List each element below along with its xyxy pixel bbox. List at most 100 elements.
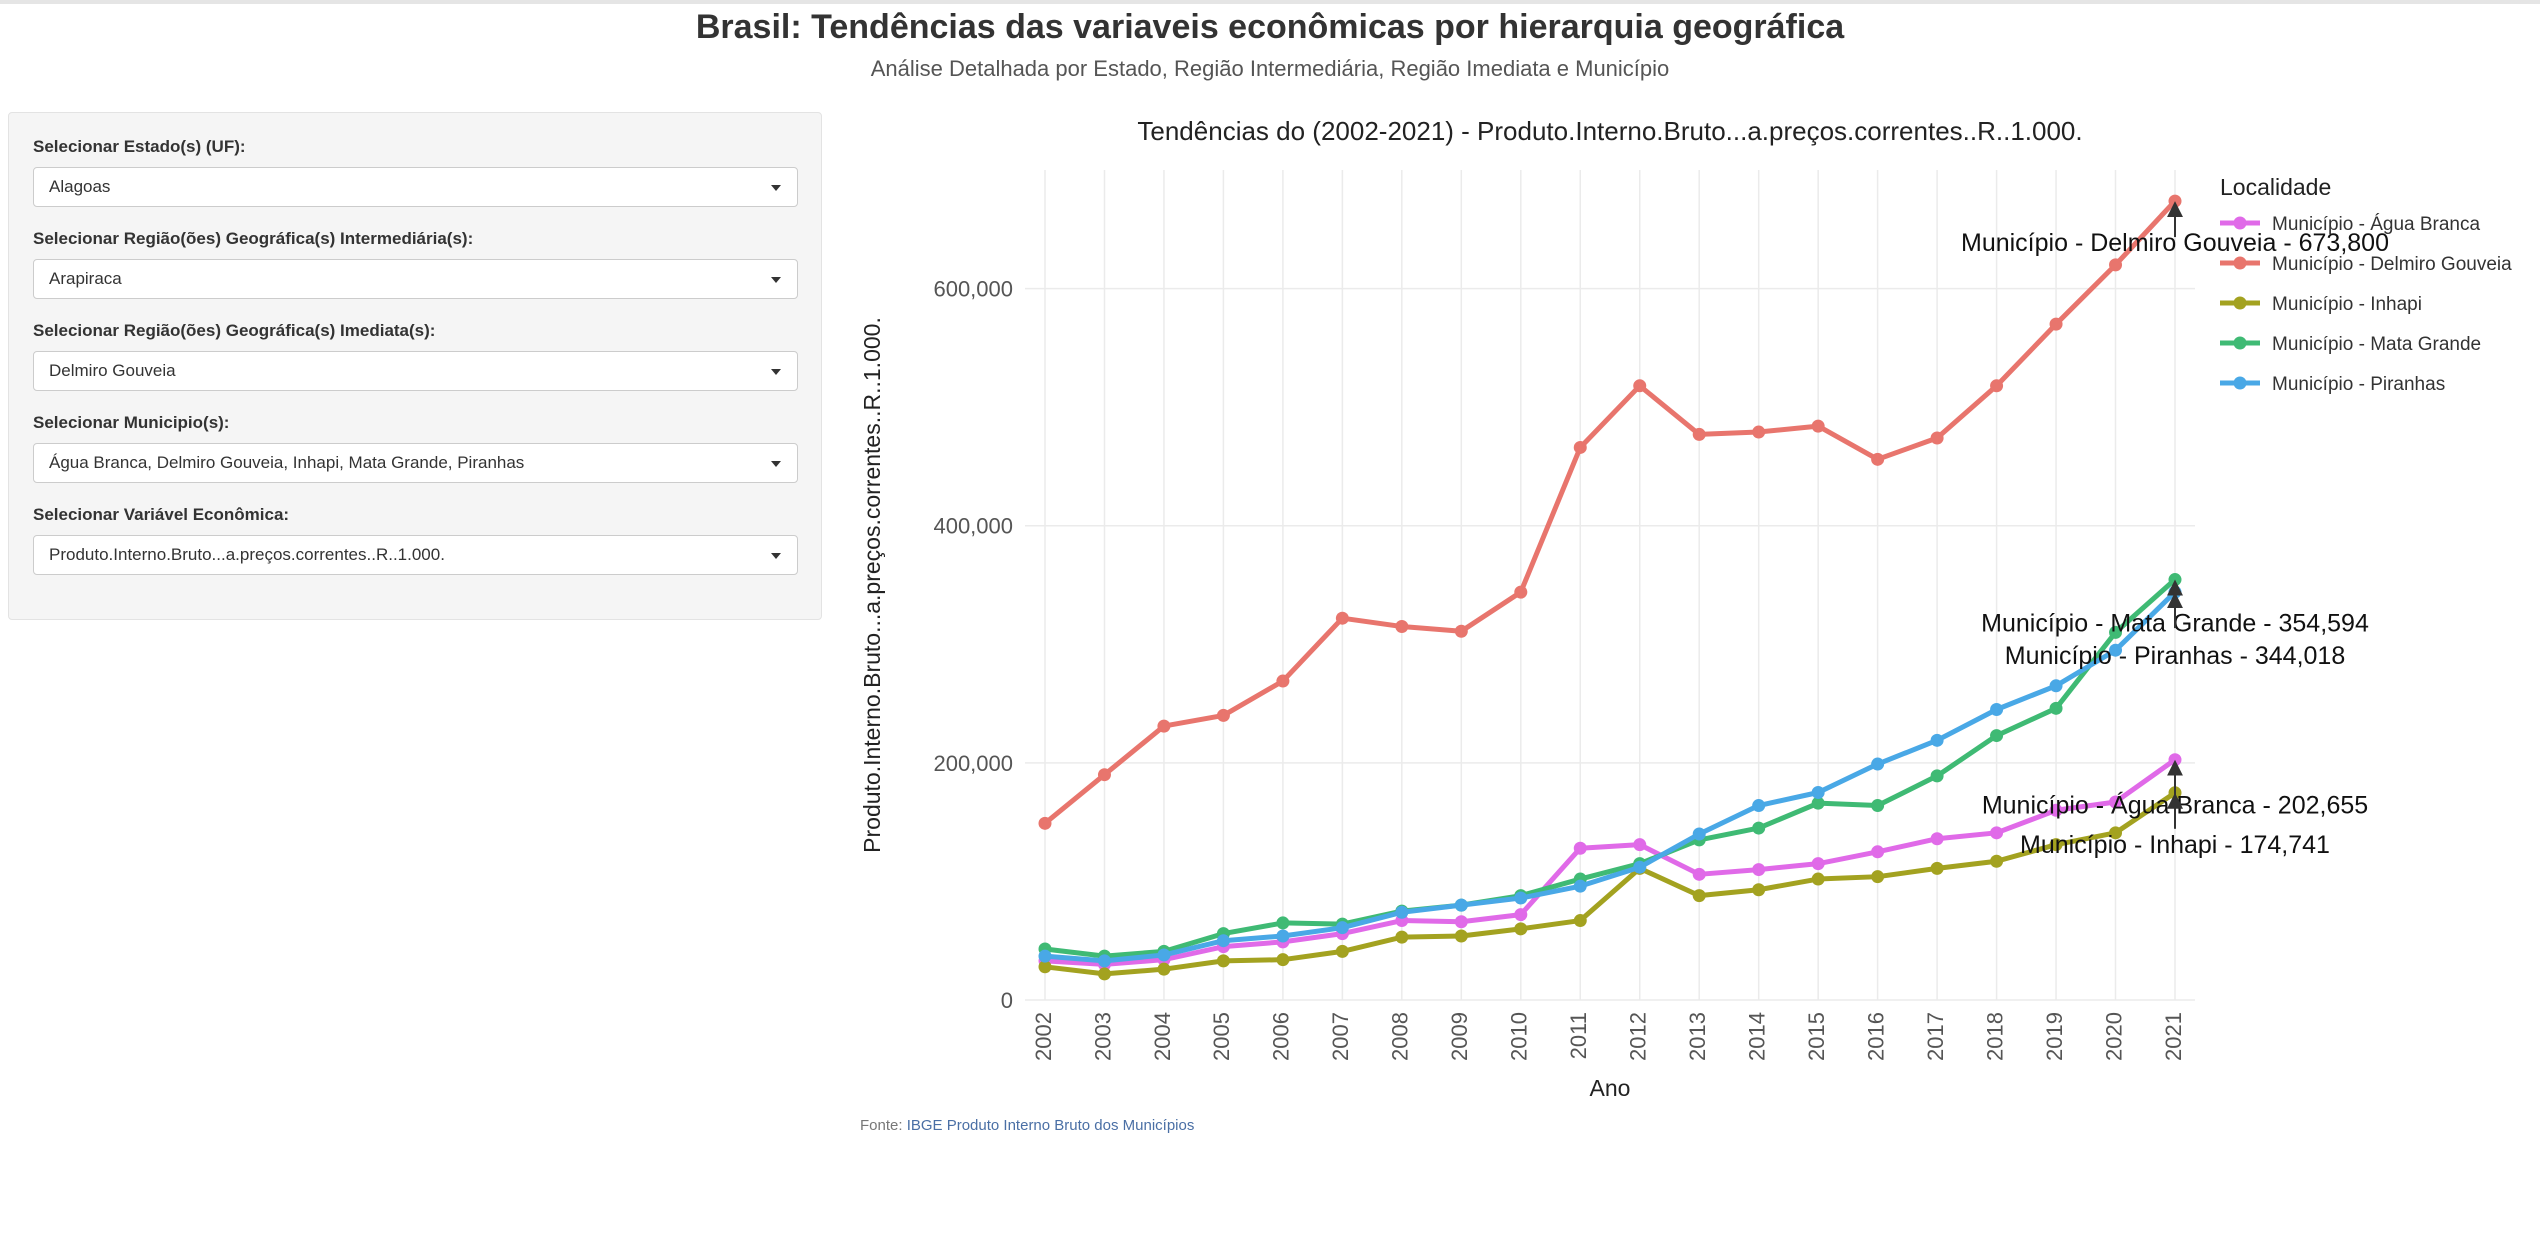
imediata-select[interactable]: Delmiro Gouveia xyxy=(33,351,798,391)
x-tick-label: 2019 xyxy=(2042,1012,2067,1061)
x-tick-label: 2003 xyxy=(1090,1012,1115,1061)
data-point xyxy=(1871,845,1885,859)
x-axis-title: Ano xyxy=(1590,1075,1631,1100)
municipios-select-value: Água Branca, Delmiro Gouveia, Inhapi, Ma… xyxy=(49,453,525,472)
data-point xyxy=(2049,803,2063,817)
data-point xyxy=(1157,719,1171,733)
legend-label: Município - Delmiro Gouveia xyxy=(2272,254,2512,275)
data-point xyxy=(1097,768,1111,782)
data-point xyxy=(1871,452,1885,466)
x-tick-label: 2015 xyxy=(1804,1012,1829,1061)
data-point xyxy=(1752,863,1766,877)
x-tick-label: 2006 xyxy=(1269,1012,1294,1061)
data-point xyxy=(1752,799,1766,813)
data-point xyxy=(1454,929,1468,943)
data-point xyxy=(1395,620,1409,633)
data-point xyxy=(1871,799,1885,813)
data-point xyxy=(1633,860,1647,874)
x-tick-label: 2008 xyxy=(1388,1012,1413,1061)
data-point xyxy=(1573,841,1587,855)
data-point xyxy=(2168,573,2182,587)
data-point xyxy=(1395,930,1409,944)
municipios-select[interactable]: Água Branca, Delmiro Gouveia, Inhapi, Ma… xyxy=(33,443,798,483)
y-tick-label: 0 xyxy=(1001,988,1013,1013)
data-point xyxy=(1276,674,1290,688)
data-point xyxy=(1990,826,2004,840)
municipios-label: Selecionar Municipio(s): xyxy=(33,413,230,432)
data-point xyxy=(2109,258,2123,272)
data-point xyxy=(1454,624,1468,638)
x-tick-label: 2017 xyxy=(1923,1012,1948,1061)
source-note: Fonte: IBGE Produto Interno Bruto dos Mu… xyxy=(860,1117,1194,1134)
estado-select[interactable]: Alagoas xyxy=(33,167,798,207)
data-point xyxy=(1752,883,1766,897)
x-tick-label: 2010 xyxy=(1507,1012,1532,1061)
data-point xyxy=(1811,857,1825,871)
x-tick-label: 2021 xyxy=(2161,1012,2186,1061)
source-link[interactable]: IBGE Produto Interno Bruto dos Município… xyxy=(906,1117,1195,1134)
data-point xyxy=(2109,625,2123,639)
imediata-select-value: Delmiro Gouveia xyxy=(49,361,176,380)
data-point xyxy=(1097,967,1111,981)
data-point xyxy=(2049,701,2063,715)
legend-label: Município - Piranhas xyxy=(2272,374,2445,395)
series-line xyxy=(1042,198,2178,826)
data-point xyxy=(1930,769,1944,783)
x-tick-label: 2005 xyxy=(1209,1012,1234,1061)
data-point xyxy=(1514,908,1528,922)
data-point xyxy=(2109,795,2123,809)
legend-title: Localidade xyxy=(2220,174,2331,200)
series-line xyxy=(1042,577,2178,959)
variavel-select[interactable]: Produto.Interno.Bruto...a.preços.corrent… xyxy=(33,535,798,575)
series-4 xyxy=(1038,585,2182,968)
estado-label: Selecionar Estado(s) (UF): xyxy=(33,137,246,156)
data-point xyxy=(1573,440,1587,454)
data-point xyxy=(1871,870,1885,884)
data-point xyxy=(1752,821,1766,835)
line-chart[interactable]: Tendências do (2002-2021) - Produto.Inte… xyxy=(840,100,2530,1100)
legend-label: Município - Água Branca xyxy=(2272,214,2480,235)
data-point xyxy=(1276,953,1290,967)
annotation-label: Município - Delmiro Gouveia - 673,800 xyxy=(1961,229,2389,257)
data-point xyxy=(1038,816,1052,830)
data-point xyxy=(1692,427,1706,441)
x-tick-label: 2002 xyxy=(1031,1012,1056,1061)
source-prefix: Fonte: xyxy=(860,1117,907,1134)
series-line xyxy=(1042,790,2178,977)
caret-down-icon xyxy=(771,553,781,559)
data-point xyxy=(1633,838,1647,852)
intermediaria-select[interactable]: Arapiraca xyxy=(33,259,798,299)
data-point xyxy=(1335,944,1349,958)
data-point xyxy=(1216,954,1230,968)
x-tick-label: 2018 xyxy=(1982,1012,2007,1061)
data-point xyxy=(1395,905,1409,919)
legend-swatch-dot xyxy=(2233,256,2247,270)
data-point xyxy=(1990,729,2004,743)
data-point xyxy=(1454,915,1468,929)
data-point xyxy=(1811,872,1825,886)
y-tick-label: 400,000 xyxy=(933,514,1013,539)
x-tick-label: 2011 xyxy=(1566,1012,1591,1059)
data-point xyxy=(1097,954,1111,968)
data-point xyxy=(2109,643,2123,657)
x-tick-label: 2020 xyxy=(2101,1012,2126,1061)
estado-filter: Selecionar Estado(s) (UF): Alagoas xyxy=(33,137,798,207)
data-point xyxy=(1633,379,1647,393)
annotation-label: Município - Inhapi - 174,741 xyxy=(2020,831,2330,859)
y-tick-label: 600,000 xyxy=(933,277,1013,302)
data-point xyxy=(1990,703,2004,716)
variavel-filter: Selecionar Variável Econômica: Produto.I… xyxy=(33,505,798,575)
legend-swatch-dot xyxy=(2233,216,2247,230)
x-tick-label: 2016 xyxy=(1863,1012,1888,1061)
data-point xyxy=(1335,921,1349,935)
estado-select-value: Alagoas xyxy=(49,177,111,196)
x-tick-label: 2004 xyxy=(1150,1012,1175,1061)
data-point xyxy=(1216,934,1230,948)
data-point xyxy=(1930,733,1944,747)
data-point xyxy=(2168,753,2182,767)
data-point xyxy=(1157,962,1171,976)
intermediaria-filter: Selecionar Região(ões) Geográfica(s) Int… xyxy=(33,229,798,299)
annotation-label: Município - Piranhas - 344,018 xyxy=(2005,642,2345,670)
x-tick-label: 2007 xyxy=(1328,1012,1353,1061)
data-point xyxy=(1692,889,1706,903)
